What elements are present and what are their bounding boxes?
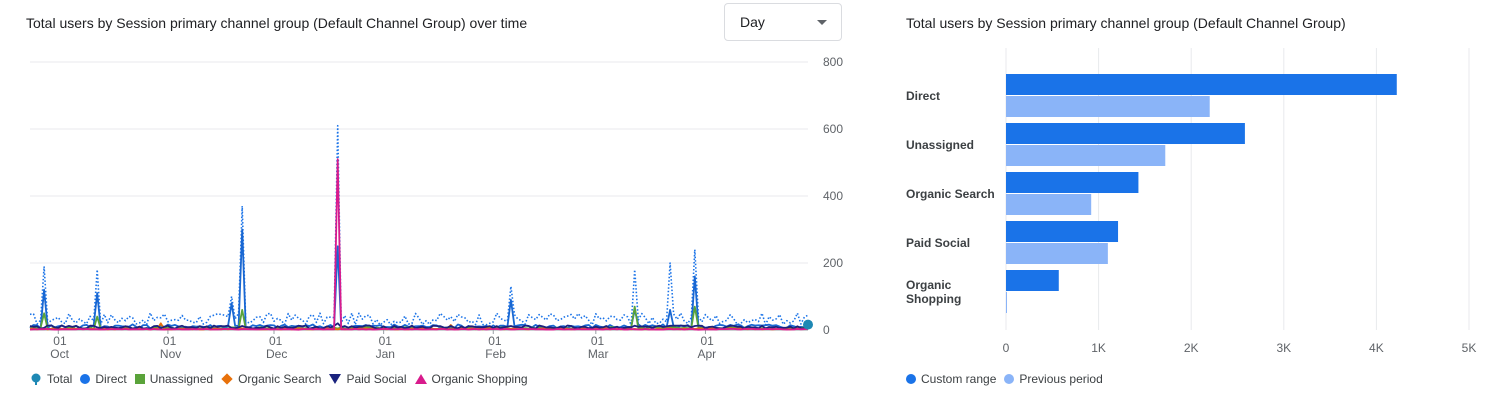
bar-previous-period [1006,243,1108,264]
legend-item-previous-period[interactable]: Previous period [1004,372,1103,386]
category-label: Organic Search [906,187,995,201]
y-tick-label: 800 [823,55,843,69]
x-tick-label: 5K [1462,341,1477,355]
bar-custom-range [1006,172,1139,193]
bar-chart-legend[interactable]: Custom range Previous period [906,372,1111,386]
legend-label: Organic Shopping [431,372,528,386]
y-tick-label: 400 [823,189,843,203]
x-tick-label: 4K [1369,341,1384,355]
x-tick-label: 3K [1276,341,1291,355]
y-tick-label: 200 [823,256,843,270]
series-line-organic-shopping [29,158,809,331]
bar-previous-period [1006,96,1210,117]
bar-previous-period [1006,194,1092,215]
legend-item-custom-range[interactable]: Custom range [906,372,996,386]
legend-item-organic-search[interactable]: Organic Search [221,372,321,386]
legend-label: Organic Search [238,372,322,386]
circle-icon [906,374,916,384]
legend-label: Unassigned [149,372,214,386]
category-label: Unassigned [906,138,974,152]
pin-icon [30,373,42,385]
category-label: Shopping [906,292,961,306]
circle-icon [1004,374,1015,384]
granularity-value: Day [740,14,765,30]
tri-down-icon [329,374,342,384]
x-tick-month: Mar [588,347,609,361]
bar-custom-range [1006,74,1397,95]
legend-item-organic-shopping[interactable]: Organic Shopping [414,372,528,386]
x-tick-day: 01 [488,334,502,348]
legend-item-unassigned[interactable]: Unassigned [134,372,214,386]
x-tick-day: 01 [269,334,283,348]
line-chart: 020040060080001Oct01Nov01Dec01Jan01Feb01… [29,55,843,361]
line-chart-title: Total users by Session primary channel g… [26,15,528,31]
x-tick-day: 01 [379,334,393,348]
y-tick-label: 0 [823,323,830,337]
legend-label: Previous period [1019,372,1103,386]
x-tick-day: 01 [591,334,605,348]
x-tick-day: 01 [163,334,177,348]
legend-item-paid-social[interactable]: Paid Social [329,372,407,386]
x-tick-label: 2K [1184,341,1199,355]
legend-item-direct[interactable]: Direct [80,372,127,386]
x-tick-month: Oct [50,347,69,361]
series-line-paid-social [29,322,809,330]
x-tick-month: Feb [485,347,506,361]
x-tick-month: Apr [697,347,716,361]
square-icon [134,374,145,384]
bar-chart-title: Total users by Session primary channel g… [906,15,1346,31]
diamond-icon [221,373,233,385]
bar-previous-period [1006,292,1007,313]
line-chart-legend[interactable]: Total Direct Unassigned Organic Search Paid … [30,372,536,386]
category-label: Paid Social [906,236,970,250]
tri-up-icon [414,374,427,384]
legend-label: Total [47,372,73,386]
bar-custom-range [1006,221,1119,242]
legend-item-total[interactable]: Total [30,372,72,386]
legend-label: Direct [95,372,127,386]
x-tick-day: 01 [53,334,67,348]
circle-icon [80,374,91,384]
total-end-marker [803,319,813,330]
x-tick-month: Nov [160,347,181,361]
y-tick-label: 600 [823,122,843,136]
x-tick-day: 01 [700,334,714,348]
x-tick-label: 0 [1003,341,1010,355]
x-tick-month: Dec [266,347,287,361]
granularity-dropdown[interactable]: Day [724,3,842,41]
category-label: Direct [906,89,940,103]
x-tick-label: 1K [1091,341,1106,355]
legend-label: Custom range [921,372,997,386]
chevron-down-icon [817,20,827,25]
bar-custom-range [1006,270,1059,291]
legend-label: Paid Social [346,372,407,386]
bar-chart: 0 1K 2K 3K 4K 5K Direct Unassigned Organic Searc… [906,48,1477,355]
category-label: Organic [906,278,952,292]
bar-custom-range [1006,123,1245,144]
bar-previous-period [1006,145,1166,166]
x-tick-month: Jan [376,347,395,361]
